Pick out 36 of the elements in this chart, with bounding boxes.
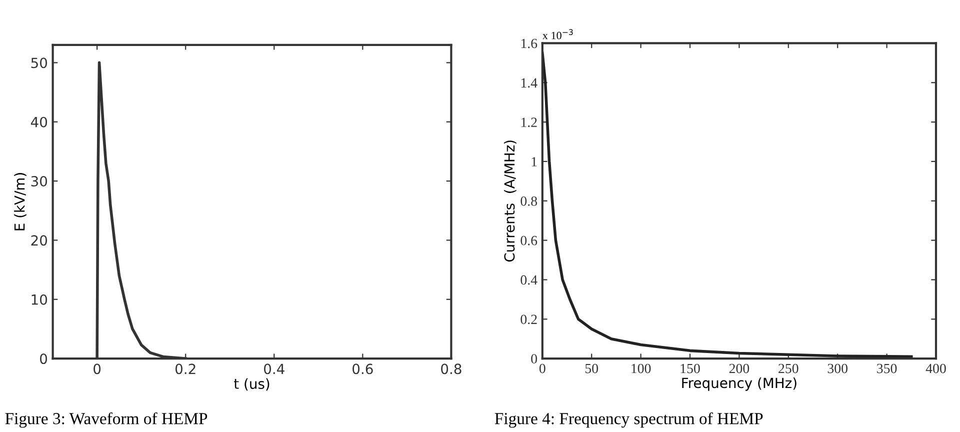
y-tick-label: 0	[531, 354, 538, 364]
x-tick-label: 200	[729, 364, 750, 374]
x-tick-label: 0	[539, 364, 546, 374]
x-tick-label: 250	[778, 364, 798, 374]
x-tick-label: 0.4	[264, 364, 284, 374]
text: x 10$^{−3}$	[542, 29, 573, 40]
x-tick-label: 400	[926, 364, 946, 374]
y-tick-label: 30	[31, 176, 48, 187]
y-axis-title: E (kV/m)	[14, 173, 26, 230]
y-tick-label: 10	[32, 294, 48, 305]
x-axis-title: Frequency (MHz)	[682, 377, 796, 391]
y-tick-label: 1.2	[521, 118, 537, 128]
x-tick-label: 100	[632, 364, 651, 374]
y-tick-label: 0	[40, 354, 48, 364]
caption: Figure 4: Frequency spectrum of HEMP	[494, 412, 763, 428]
x-tick-label: 0	[94, 364, 101, 374]
y-tick-label: 50	[31, 58, 48, 68]
caption: Figure 3: Waveform of HEMP	[5, 412, 208, 428]
y-tick-label: 40	[30, 116, 48, 128]
y-tick-label: 0.2	[520, 314, 537, 324]
x-tick-label: 50	[585, 364, 598, 374]
x-tick-label: 350	[877, 364, 897, 374]
y-axis-title: Currents (A/MHz)	[504, 140, 516, 262]
x-tick-label: 0.6	[352, 364, 373, 374]
y-tick-label: 1.4	[521, 78, 538, 88]
x-axis-title: t (us)	[234, 378, 270, 391]
x-tick-label: 150	[680, 364, 700, 374]
x-tick-label: 300	[828, 364, 848, 374]
y-tick-label: 0.8	[520, 196, 538, 206]
y-tick-label: 0.6	[520, 236, 538, 246]
y-tick-label: 0.4	[520, 275, 538, 285]
x-tick-label: 0.8	[441, 364, 462, 374]
x-tick-label: 0.2	[175, 364, 196, 374]
y-tick-label: 1.6	[521, 38, 538, 48]
y-tick-label: 1	[532, 157, 537, 166]
y-tick-label: 20	[31, 235, 48, 246]
